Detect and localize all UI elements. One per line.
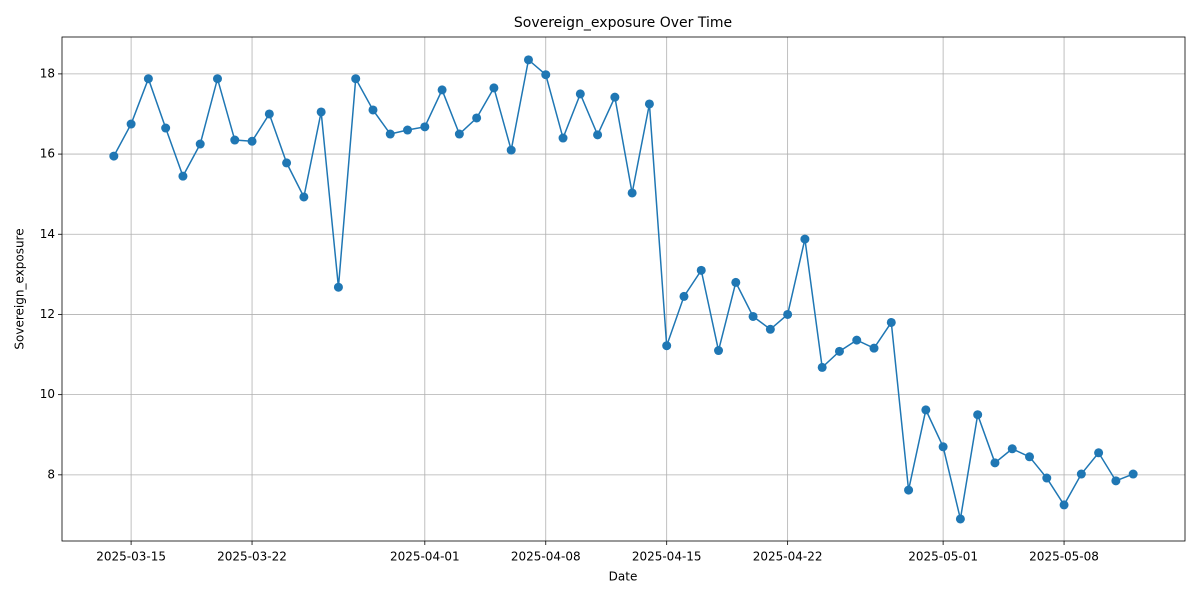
point bbox=[714, 346, 724, 356]
chart-title: Sovereign_exposure Over Time bbox=[514, 15, 732, 31]
x-tick-label: 2025-05-08 bbox=[1029, 550, 1099, 564]
point bbox=[869, 343, 879, 353]
point bbox=[938, 442, 948, 452]
point bbox=[1059, 500, 1069, 510]
point bbox=[316, 107, 326, 117]
x-tick-label: 2025-03-15 bbox=[96, 550, 166, 564]
point bbox=[161, 123, 171, 133]
point bbox=[437, 85, 447, 95]
point bbox=[351, 74, 361, 84]
line bbox=[113, 58, 1134, 520]
point bbox=[230, 135, 240, 145]
point bbox=[126, 119, 136, 129]
y-tick-label: 10 bbox=[40, 387, 55, 401]
point bbox=[1042, 473, 1052, 483]
point bbox=[748, 311, 758, 321]
y-axis-label: Sovereign_exposure bbox=[13, 228, 27, 349]
x-tick-label: 2025-05-01 bbox=[908, 550, 978, 564]
point bbox=[472, 113, 482, 123]
y-tick-label: 16 bbox=[40, 147, 55, 161]
point bbox=[541, 70, 551, 80]
point bbox=[575, 89, 585, 99]
y-tick-label: 8 bbox=[47, 467, 55, 481]
point bbox=[627, 188, 637, 198]
y-tick-label: 18 bbox=[40, 66, 55, 80]
point bbox=[800, 234, 810, 244]
point bbox=[852, 335, 862, 345]
point bbox=[368, 105, 378, 115]
point bbox=[696, 265, 706, 275]
point bbox=[921, 405, 931, 415]
point bbox=[299, 192, 309, 202]
point bbox=[178, 171, 188, 181]
point bbox=[731, 277, 741, 287]
point bbox=[212, 74, 222, 84]
point bbox=[817, 362, 827, 372]
point bbox=[834, 346, 844, 356]
point bbox=[523, 55, 533, 65]
point bbox=[1076, 469, 1086, 479]
point bbox=[420, 122, 430, 132]
point bbox=[644, 99, 654, 109]
point bbox=[403, 125, 413, 135]
y-tick-label: 14 bbox=[40, 227, 55, 241]
y-tick-label: 12 bbox=[40, 307, 55, 321]
point bbox=[679, 291, 689, 301]
point bbox=[195, 139, 205, 149]
point bbox=[385, 129, 395, 139]
point bbox=[990, 458, 1000, 468]
point bbox=[593, 130, 603, 140]
point bbox=[282, 158, 292, 168]
point bbox=[904, 485, 914, 495]
point bbox=[109, 151, 119, 161]
point bbox=[1094, 448, 1104, 458]
point bbox=[247, 136, 257, 146]
point bbox=[1111, 476, 1121, 486]
point bbox=[610, 92, 620, 102]
x-tick-label: 2025-04-01 bbox=[390, 550, 460, 564]
point bbox=[454, 129, 464, 139]
point bbox=[765, 324, 775, 334]
x-tick-label: 2025-04-08 bbox=[511, 550, 581, 564]
point bbox=[143, 74, 153, 84]
plot-frame bbox=[61, 36, 1186, 542]
point bbox=[558, 133, 568, 143]
point bbox=[973, 410, 983, 420]
x-tick-label: 2025-03-22 bbox=[217, 550, 287, 564]
point bbox=[955, 514, 965, 524]
point bbox=[662, 341, 672, 351]
point bbox=[506, 145, 516, 155]
point bbox=[333, 282, 343, 292]
point bbox=[783, 309, 793, 319]
point bbox=[1007, 444, 1017, 454]
point bbox=[1128, 469, 1138, 479]
x-tick-label: 2025-04-15 bbox=[632, 550, 702, 564]
point bbox=[886, 317, 896, 327]
x-axis-label: Date bbox=[609, 570, 638, 584]
point bbox=[489, 83, 499, 93]
x-tick-label: 2025-04-22 bbox=[753, 550, 823, 564]
point bbox=[264, 109, 274, 119]
point bbox=[1025, 452, 1035, 462]
